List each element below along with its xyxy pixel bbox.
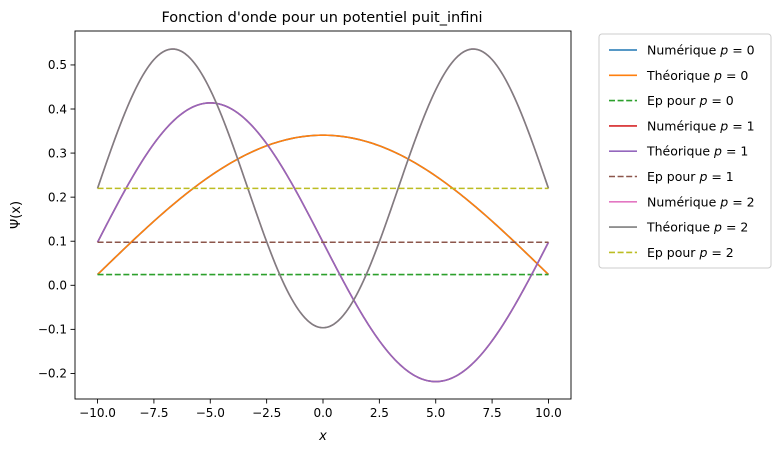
chart-title: Fonction d'onde pour un potentiel puit_i… <box>161 10 482 26</box>
y-tick-label: 0.5 <box>48 58 67 72</box>
x-tick-label: 5.0 <box>426 406 445 420</box>
x-tick-label: 0.0 <box>313 406 332 420</box>
legend-label: Ep pour p = 2 <box>647 245 734 260</box>
series-line-wave-p0-0 <box>96 134 550 276</box>
series-line-wave-p2-7 <box>96 48 550 329</box>
legend-label: Théorique p = 1 <box>646 144 748 159</box>
legend-label: Numérique p = 1 <box>647 118 755 133</box>
legend-label: Numérique p = 2 <box>647 194 755 209</box>
x-tick-label: 2.5 <box>370 406 389 420</box>
x-tick-label: −5.0 <box>196 406 225 420</box>
y-tick-label: 0.4 <box>48 102 67 116</box>
legend-frame <box>598 33 772 269</box>
x-tick-label: 10.0 <box>535 406 562 420</box>
x-tick-label: −2.5 <box>252 406 281 420</box>
y-tick-label: 0.2 <box>48 190 67 204</box>
series-line-wave-p0-1 <box>96 134 550 276</box>
x-tick-label: 7.5 <box>483 406 502 420</box>
legend-label: Théorique p = 2 <box>646 220 748 235</box>
legend-label: Ep pour p = 0 <box>647 93 734 108</box>
y-tick-label: −0.2 <box>38 367 67 381</box>
legend-label: Théorique p = 0 <box>646 68 748 83</box>
legend-label: Ep pour p = 1 <box>647 169 734 184</box>
legend: Numérique p = 0 Théorique p = 0 Ep pour p … <box>598 33 772 269</box>
x-axis-ticks: −10.0 −7.5 −5.0 −2.5 0.0 2.5 5.0 7.5 10.0 <box>79 399 562 420</box>
y-axis-label: Ψ(x) <box>9 201 24 229</box>
y-tick-label: 0.1 <box>48 235 67 249</box>
y-tick-label: 0.0 <box>48 279 67 293</box>
y-axis-ticks: −0.2 −0.1 0.0 0.1 0.2 0.3 0.4 0.5 <box>38 58 75 381</box>
y-tick-label: −0.1 <box>38 323 67 337</box>
legend-label: Numérique p = 0 <box>647 43 755 58</box>
y-tick-label: 0.3 <box>48 146 67 160</box>
x-tick-label: −7.5 <box>139 406 168 420</box>
plot-area <box>96 48 550 383</box>
x-tick-label: −10.0 <box>79 406 116 420</box>
x-axis-label: x <box>318 429 327 444</box>
axes-frame <box>74 30 572 400</box>
